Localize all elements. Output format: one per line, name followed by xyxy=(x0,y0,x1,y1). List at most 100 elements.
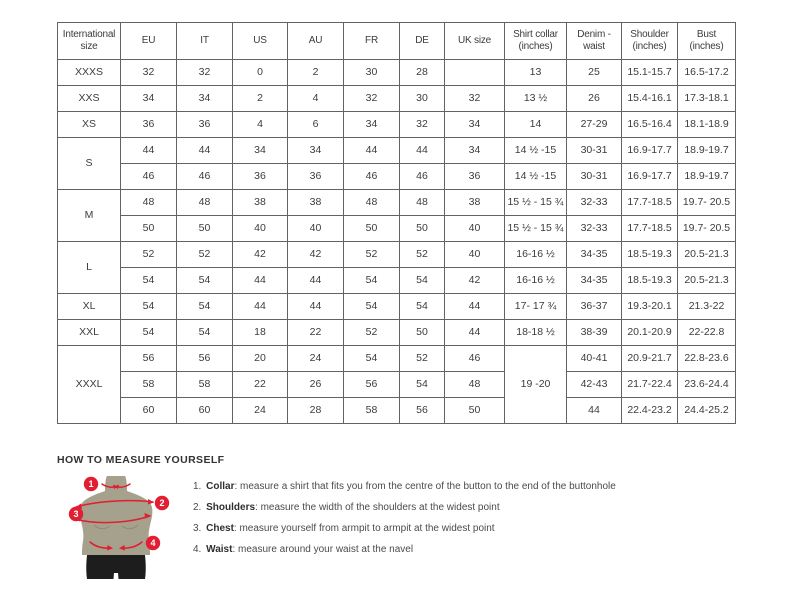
cell-uk: 42 xyxy=(444,267,505,294)
column-header: Shoulder (inches) xyxy=(621,22,678,60)
cell-collar: 15 ½ - 15 ¾ xyxy=(504,215,567,242)
cell-de: 56 xyxy=(399,397,445,424)
how-to-measure-section: HOW TO MEASURE YOURSELF xyxy=(57,454,787,592)
cell-collar: 14 ½ -15 xyxy=(504,137,567,164)
column-header: Bust (inches) xyxy=(677,22,736,60)
cell-us: 42 xyxy=(232,241,288,268)
measure-step: 3. Chest: measure yourself from armpit t… xyxy=(193,518,616,539)
cell-collar: 18-18 ½ xyxy=(504,319,567,346)
table-row: M 48 48 38 38 48 48 38 15 ½ - 15 ¾ 32-33 17.7-18.5… xyxy=(57,189,736,242)
cell-fr: 52 xyxy=(343,241,400,268)
cell-bust: 20.5-21.3 xyxy=(677,267,736,294)
step-number: 1. xyxy=(193,481,205,492)
step-label: Waist xyxy=(206,544,233,555)
cell-shoulder: 15.1-15.7 xyxy=(621,59,678,86)
cell-au: 36 xyxy=(287,163,344,190)
cell-bust: 19.7- 20.5 xyxy=(677,215,736,242)
cell-bust: 21.3-22 xyxy=(677,293,736,320)
cell-fr: 44 xyxy=(343,137,400,164)
cell-us: 2 xyxy=(232,85,288,112)
cell-denim: 44 xyxy=(566,397,622,424)
cell-au: 26 xyxy=(287,371,344,398)
step-label: Shoulders xyxy=(206,502,256,513)
cell-fr: 52 xyxy=(343,319,400,346)
cell-uk: 34 xyxy=(444,137,505,164)
cell-de: 32 xyxy=(399,111,445,138)
cell-shoulder: 20.9-21.7 xyxy=(621,345,678,372)
table-row: S 44 44 34 34 44 44 34 14 ½ -15 30-31 16.9-17.7 18.… xyxy=(57,137,736,190)
column-header: International size xyxy=(57,22,121,60)
column-header: FR xyxy=(343,22,400,60)
cell-fr: 56 xyxy=(343,371,400,398)
cell-collar: 14 xyxy=(504,111,567,138)
size-chart-table: International size EU IT US AU FR DE UK size Shi… xyxy=(57,22,736,424)
step-number: 2. xyxy=(193,502,205,513)
cell-shoulder: 18.5-19.3 xyxy=(621,267,678,294)
column-header: EU xyxy=(120,22,177,60)
chest-measure-line xyxy=(74,515,151,524)
cell-shoulder: 16.9-17.7 xyxy=(621,163,678,190)
size-label-cell: S xyxy=(57,137,121,190)
cell-shoulder: 16.9-17.7 xyxy=(621,137,678,164)
cell-de: 30 xyxy=(399,85,445,112)
column-header: AU xyxy=(287,22,344,60)
table-row: XL 54 54 44 44 54 54 44 17- 17 ¾ 36-37 19.3-20.1 21… xyxy=(57,293,736,320)
cell-denim: 38-39 xyxy=(566,319,622,346)
cell-uk: 32 xyxy=(444,85,505,112)
table-row: XXXL 56 56 20 24 54 52 46 19 -20 40-41 20.9-21.7 22… xyxy=(57,345,736,424)
cell-fr: 54 xyxy=(343,267,400,294)
cell-eu: 50 xyxy=(120,215,177,242)
table-row: XXL 54 54 18 22 52 50 44 18-18 ½ 38-39 20.1-20.9 22… xyxy=(57,319,736,346)
cell-denim: 42-43 xyxy=(566,371,622,398)
step-text: : measure yourself from armpit to armpit… xyxy=(233,523,495,534)
cell-us: 44 xyxy=(232,267,288,294)
cell-it: 54 xyxy=(176,319,233,346)
size-label-cell: XS xyxy=(57,111,121,138)
cell-it: 48 xyxy=(176,189,233,216)
cell-it: 46 xyxy=(176,163,233,190)
measure-steps-list: 1. Collar: measure a shirt that fits you… xyxy=(181,476,616,560)
step-label: Collar xyxy=(206,481,235,492)
cell-collar: 17- 17 ¾ xyxy=(504,293,567,320)
svg-text:2: 2 xyxy=(159,498,164,508)
cell-us: 18 xyxy=(232,319,288,346)
cell-shoulder: 16.5-16.4 xyxy=(621,111,678,138)
cell-au: 44 xyxy=(287,293,344,320)
cell-au: 40 xyxy=(287,215,344,242)
cell-it: 52 xyxy=(176,241,233,268)
table-row: 50 50 40 40 50 50 40 15 ½ - 15 ¾ 32-33 17.7-18.5 1… xyxy=(58,215,736,242)
cell-eu: 48 xyxy=(120,189,177,216)
cell-au: 4 xyxy=(287,85,344,112)
cell-fr: 54 xyxy=(343,345,400,372)
cell-eu: 54 xyxy=(120,267,177,294)
cell-eu: 32 xyxy=(120,59,177,86)
cell-fr: 32 xyxy=(343,85,400,112)
cell-eu: 54 xyxy=(120,293,177,320)
mannequin-bust-shade xyxy=(93,524,139,530)
cell-denim: 30-31 xyxy=(566,137,622,164)
cell-fr: 34 xyxy=(343,111,400,138)
collar-measure-arrow xyxy=(101,483,131,488)
cell-shoulder: 17.7-18.5 xyxy=(621,189,678,216)
cell-shoulder: 21.7-22.4 xyxy=(621,371,678,398)
cell-de: 50 xyxy=(399,215,445,242)
cell-de: 50 xyxy=(399,319,445,346)
cell-us: 24 xyxy=(232,397,288,424)
cell-de: 54 xyxy=(399,293,445,320)
cell-it: 44 xyxy=(176,137,233,164)
cell-fr: 46 xyxy=(343,163,400,190)
cell-uk xyxy=(444,59,505,86)
size-label-cell: L xyxy=(57,241,121,294)
cell-denim: 32-33 xyxy=(566,215,622,242)
column-header: IT xyxy=(176,22,233,60)
cell-us: 4 xyxy=(232,111,288,138)
waist-arrowhead-left xyxy=(107,545,113,551)
cell-collar: 13 ½ xyxy=(504,85,567,112)
column-header: UK size xyxy=(444,22,505,60)
cell-us: 22 xyxy=(232,371,288,398)
measurement-figure: 1 2 3 4 xyxy=(68,476,170,579)
cell-de: 28 xyxy=(399,59,445,86)
cell-eu: 46 xyxy=(120,163,177,190)
cell-shoulder: 15.4-16.1 xyxy=(621,85,678,112)
cell-bust: 18.9-19.7 xyxy=(677,137,736,164)
